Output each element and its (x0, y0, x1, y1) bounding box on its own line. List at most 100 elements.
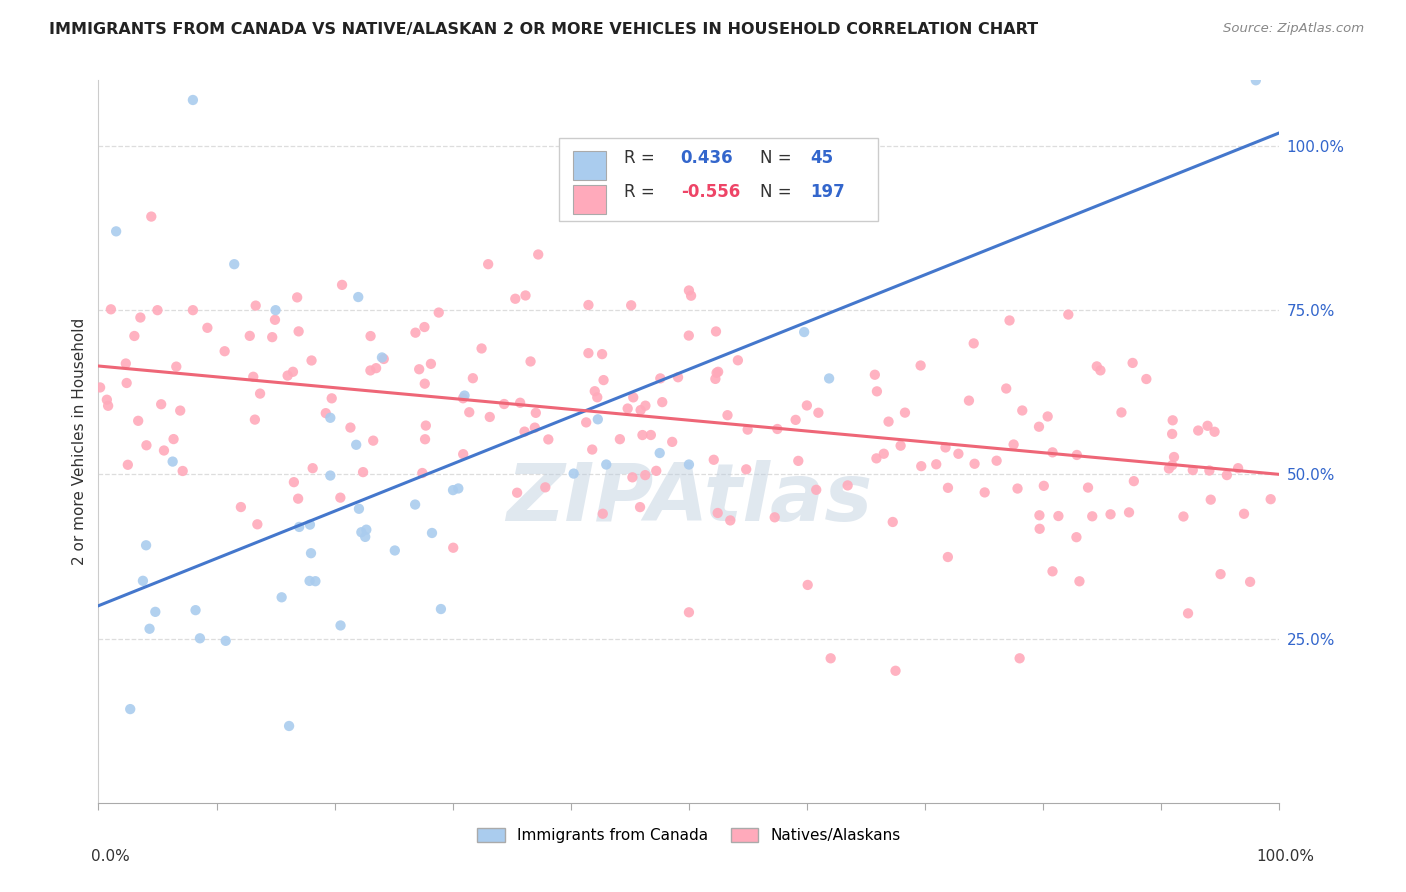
Point (441, 541, 464, 555)
Y-axis label: 2 or more Vehicles in Household: 2 or more Vehicles in Household (72, 318, 87, 566)
Point (863, 368, 886, 382)
Point (413, 320, 436, 334)
Point (934, 441, 956, 455)
Point (1066, 530, 1088, 544)
Point (347, 290, 370, 304)
Point (578, 346, 600, 360)
Point (264, 303, 287, 318)
Point (1161, 413, 1184, 427)
Point (591, 347, 613, 361)
Point (877, 415, 900, 429)
Point (471, 342, 494, 356)
Point (616, 401, 638, 416)
Point (1085, 359, 1108, 374)
Point (298, 574, 321, 588)
Point (519, 354, 541, 368)
Point (1047, 509, 1070, 524)
Point (427, 305, 450, 319)
Point (359, 363, 381, 377)
Point (352, 465, 374, 479)
Point (181, 93, 204, 107)
Point (787, 454, 810, 468)
Point (262, 330, 284, 344)
Text: Source: ZipAtlas.com: Source: ZipAtlas.com (1223, 22, 1364, 36)
Point (329, 491, 352, 505)
Point (666, 370, 689, 384)
Point (315, 406, 337, 420)
Point (356, 523, 378, 537)
Point (1069, 574, 1091, 589)
Point (344, 438, 367, 452)
Point (347, 501, 370, 516)
Point (1161, 426, 1184, 441)
Text: R =: R = (624, 183, 659, 201)
Point (89, 380, 111, 394)
Point (1008, 651, 1031, 665)
Text: 0.0%: 0.0% (91, 849, 131, 863)
Point (1161, 458, 1184, 472)
Point (246, 517, 269, 532)
Text: N =: N = (759, 149, 797, 167)
Point (1042, 445, 1064, 459)
Point (1028, 419, 1050, 434)
Point (505, 292, 527, 306)
Point (188, 632, 211, 646)
Point (973, 485, 995, 500)
Point (181, 303, 204, 318)
Point (1181, 463, 1204, 477)
Point (793, 325, 815, 339)
Point (494, 397, 516, 411)
Point (621, 470, 644, 484)
Point (936, 549, 959, 564)
Point (583, 384, 606, 399)
Point (630, 403, 652, 417)
Point (562, 467, 585, 481)
Point (986, 453, 1008, 467)
Point (763, 510, 786, 524)
Point (301, 353, 323, 368)
Point (628, 500, 651, 515)
Point (524, 406, 547, 420)
Point (1198, 464, 1220, 478)
Point (461, 371, 484, 385)
Point (1028, 508, 1050, 523)
Point (184, 603, 207, 617)
Point (948, 447, 970, 461)
Point (413, 376, 436, 391)
Point (894, 406, 917, 420)
Point (329, 618, 352, 632)
Point (1233, 507, 1256, 521)
Point (299, 546, 322, 560)
Point (138, 622, 160, 636)
Text: 0.436: 0.436 (681, 149, 734, 167)
Point (727, 353, 749, 368)
Point (354, 530, 377, 544)
Point (595, 458, 617, 472)
Text: N =: N = (759, 183, 797, 201)
Point (96, 392, 118, 407)
Point (1135, 372, 1157, 386)
FancyBboxPatch shape (574, 151, 606, 180)
Point (936, 481, 959, 495)
Point (1122, 356, 1144, 370)
Point (287, 324, 309, 338)
Point (415, 418, 437, 433)
Point (283, 475, 305, 490)
Point (678, 605, 700, 619)
Text: IMMIGRANTS FROM CANADA VS NATIVE/ALASKAN 2 OR MORE VEHICLES IN HOUSEHOLD CORRELA: IMMIGRANTS FROM CANADA VS NATIVE/ALASKAN… (49, 22, 1039, 37)
Point (1036, 409, 1059, 424)
Point (609, 432, 631, 446)
Point (419, 357, 441, 371)
Point (1090, 363, 1112, 377)
Point (631, 428, 654, 442)
Point (135, 438, 157, 452)
Point (1028, 522, 1050, 536)
Point (330, 277, 353, 292)
Point (105, 224, 128, 238)
Point (818, 371, 841, 385)
Point (509, 396, 531, 410)
Point (995, 382, 1018, 396)
Point (146, 303, 169, 318)
Point (640, 428, 662, 442)
Point (1227, 461, 1250, 475)
